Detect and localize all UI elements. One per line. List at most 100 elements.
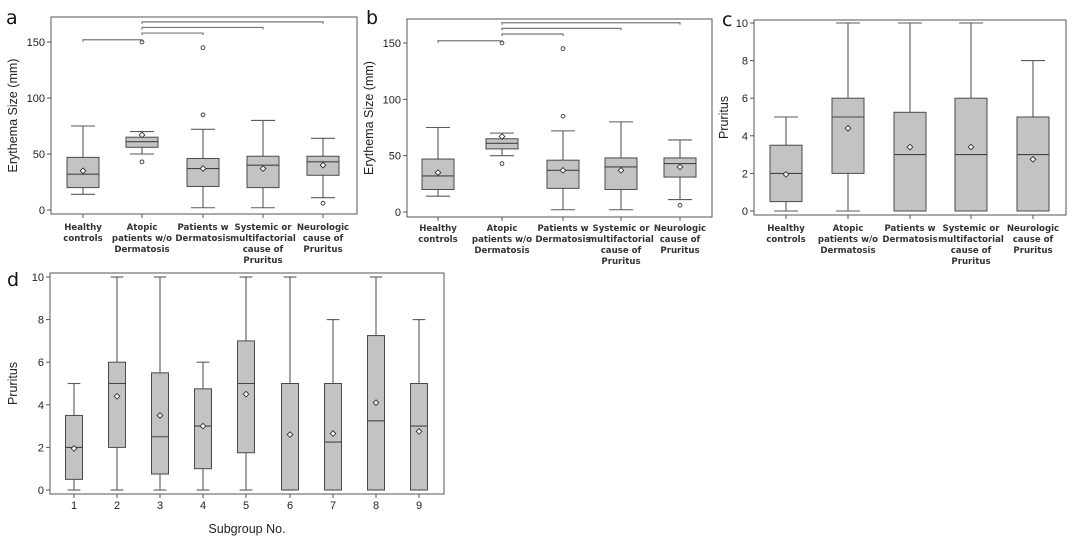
box-2 bbox=[125, 39, 159, 165]
panel-letter: d bbox=[7, 269, 19, 291]
mean-marker bbox=[782, 170, 790, 178]
mean-marker bbox=[138, 131, 146, 139]
iqr-box bbox=[125, 136, 159, 148]
panel-c: c 0 2 4 6 8 10 Pruritus Healthy controls Atopic pat… bbox=[717, 9, 1067, 267]
panel-b: b 0 50 100 150 Erythema Size (mm) Healthy contr… bbox=[362, 7, 713, 267]
iqr-box bbox=[893, 111, 927, 212]
outlier-point bbox=[139, 159, 145, 165]
x-tick-label: Patients w Dermatosis bbox=[882, 224, 937, 245]
x-tick-label-line: Dermatosis bbox=[882, 235, 937, 245]
significance-bracket bbox=[141, 26, 264, 30]
x-tick-label: 5 bbox=[243, 500, 249, 512]
y-axis-label: Pruritus bbox=[6, 362, 20, 405]
box-6 bbox=[281, 276, 299, 491]
y-tick-label: 150 bbox=[27, 37, 45, 49]
y-tick-label: 4 bbox=[742, 131, 748, 143]
box-4 bbox=[194, 361, 212, 491]
panel-a: a 0 50 100 150 Erythema Size (mm) Healthy contr… bbox=[6, 7, 358, 266]
iqr-box bbox=[831, 97, 865, 174]
x-tick-label: 6 bbox=[287, 500, 293, 512]
outlier-point bbox=[560, 113, 566, 119]
y-tick-label: 6 bbox=[38, 357, 44, 369]
mean-marker bbox=[286, 431, 294, 439]
x-tick-label-line: controls bbox=[63, 234, 102, 244]
x-tick-label-line: Pruritus bbox=[303, 245, 342, 255]
x-tick-label-line: Healthy bbox=[419, 224, 457, 234]
mean-marker bbox=[372, 399, 380, 407]
plot-frame bbox=[406, 18, 713, 218]
x-tick-label-line: Healthy bbox=[64, 223, 102, 233]
x-tick-label-line: cause of bbox=[243, 245, 284, 255]
box-1 bbox=[769, 116, 803, 212]
panel-letter: c bbox=[722, 9, 732, 31]
x-tick-label-line: multifactorial bbox=[938, 235, 1004, 245]
significance-bracket bbox=[501, 22, 681, 25]
y-tick-label: 10 bbox=[32, 272, 44, 284]
mean-marker bbox=[329, 430, 337, 437]
box-2 bbox=[108, 276, 126, 491]
x-tick-label-line: Neurologic bbox=[297, 223, 349, 233]
iqr-box bbox=[151, 372, 169, 475]
x-tick-label: Atopic patients w/o Dermatosis bbox=[818, 224, 878, 256]
x-tick-label-line: 1 bbox=[71, 500, 77, 512]
x-tick-label-line: 6 bbox=[287, 500, 293, 512]
significance-bracket bbox=[141, 21, 324, 24]
x-tick-label-line: Dermatosis bbox=[474, 246, 529, 256]
x-tick-label-line: 8 bbox=[373, 500, 379, 512]
significance-bracket bbox=[501, 27, 622, 31]
mean-marker bbox=[79, 167, 87, 175]
x-tick-label-line: controls bbox=[766, 235, 805, 245]
y-tick-label: 0 bbox=[742, 206, 748, 218]
x-tick-label-line: Atopic bbox=[833, 224, 864, 234]
box-1 bbox=[421, 126, 455, 197]
box-4 bbox=[246, 119, 280, 209]
y-tick-label: 50 bbox=[33, 149, 45, 161]
x-tick-label: Neurologic cause of Pruritus bbox=[297, 223, 349, 255]
x-tick-label: Neurologic cause of Pruritus bbox=[1007, 224, 1059, 256]
box-5 bbox=[663, 139, 697, 208]
x-tick-label-line: Neurologic bbox=[1007, 224, 1059, 234]
box-3 bbox=[151, 276, 169, 491]
x-tick-label-line: 2 bbox=[114, 500, 120, 512]
x-tick-label-line: Patients w bbox=[177, 223, 228, 233]
x-tick-label: Patients w Dermatosis bbox=[535, 224, 590, 245]
iqr-box bbox=[485, 138, 519, 150]
y-tick-label: 8 bbox=[38, 315, 44, 327]
x-tick-label-line: Dermatosis bbox=[820, 246, 875, 256]
x-tick-label: Atopic patients w/o Dermatosis bbox=[112, 223, 172, 255]
iqr-box bbox=[108, 361, 126, 448]
x-tick-label-line: cause of bbox=[303, 234, 344, 244]
x-tick-label-line: Pruritus bbox=[660, 246, 699, 256]
x-tick-label-line: Dermatosis bbox=[114, 245, 169, 255]
box-8 bbox=[367, 276, 385, 491]
x-tick-label-line: 4 bbox=[200, 500, 206, 512]
box-9 bbox=[410, 319, 428, 491]
significance-bracket bbox=[82, 39, 143, 42]
box-7 bbox=[324, 319, 342, 491]
significance-bracket bbox=[141, 32, 204, 36]
outlier-point bbox=[200, 112, 206, 118]
x-tick-label-line: Neurologic bbox=[654, 224, 706, 234]
y-tick-label: 0 bbox=[38, 485, 44, 497]
x-tick-label-line: Atopic bbox=[127, 223, 158, 233]
mean-marker bbox=[617, 166, 625, 174]
mean-marker bbox=[113, 392, 121, 400]
box-1 bbox=[65, 382, 83, 491]
y-axis-label: Erythema Size (mm) bbox=[362, 61, 376, 175]
y-tick-label: 4 bbox=[38, 400, 44, 412]
x-tick-label: 3 bbox=[157, 500, 163, 512]
y-tick-label: 8 bbox=[742, 56, 748, 68]
mean-marker bbox=[156, 412, 164, 419]
y-tick-label: 2 bbox=[38, 442, 44, 454]
x-tick-label-line: 5 bbox=[243, 500, 249, 512]
y-tick-label: 100 bbox=[383, 94, 401, 106]
iqr-box bbox=[410, 383, 428, 491]
mean-marker bbox=[498, 133, 506, 140]
panel-d: d 0 2 4 6 8 10 Pruritus Subgroup No. 1 2 3 4 5 6 7 8 9 bbox=[6, 269, 445, 536]
box-1 bbox=[66, 125, 100, 195]
significance-bracket bbox=[437, 40, 503, 43]
y-tick-label: 2 bbox=[742, 168, 748, 180]
x-tick-label-line: Healthy bbox=[767, 224, 805, 234]
box-5 bbox=[237, 276, 255, 491]
x-tick-label-line: Pruritus bbox=[951, 257, 990, 267]
